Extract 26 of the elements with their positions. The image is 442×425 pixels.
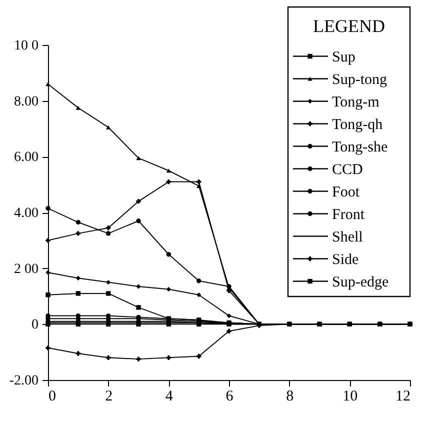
legend-label: Front [332, 206, 366, 223]
x-tick-label: 6 [226, 388, 234, 404]
y-tick-label: -2.00 [9, 374, 38, 388]
x-tick-label: 10 [342, 388, 358, 404]
legend-label: Sup [332, 49, 356, 66]
y-tick-label: 2 00 [14, 262, 38, 277]
x-tick-label: 12 [396, 388, 410, 404]
legend-label: Sup-tong [332, 72, 388, 88]
y-tick-label: 0 [32, 318, 38, 333]
legend-label: Foot [332, 184, 360, 200]
x-tick-label: 4 [165, 388, 174, 404]
legend-title: LEGEND [313, 16, 385, 36]
legend-label: CCD [332, 162, 364, 178]
y-tick-label: 6.00 [14, 150, 38, 166]
legend-label: Tong-m [332, 94, 380, 110]
x-tick-label: 2 [105, 388, 113, 404]
legend-label: Sup-edge [332, 274, 389, 290]
y-tick-label: 10 0 [14, 38, 38, 54]
legend-label: Tong-she [332, 139, 388, 156]
y-tick-label: 8.00 [14, 94, 38, 110]
legend-label: Side [332, 252, 360, 268]
legend-label: Tong-qh [332, 116, 384, 133]
y-tick-label: 4.00 [14, 206, 38, 221]
x-tick-label: 0 [48, 388, 56, 404]
legend-label: Shell [332, 229, 363, 246]
x-tick-label: 8 [286, 388, 294, 404]
